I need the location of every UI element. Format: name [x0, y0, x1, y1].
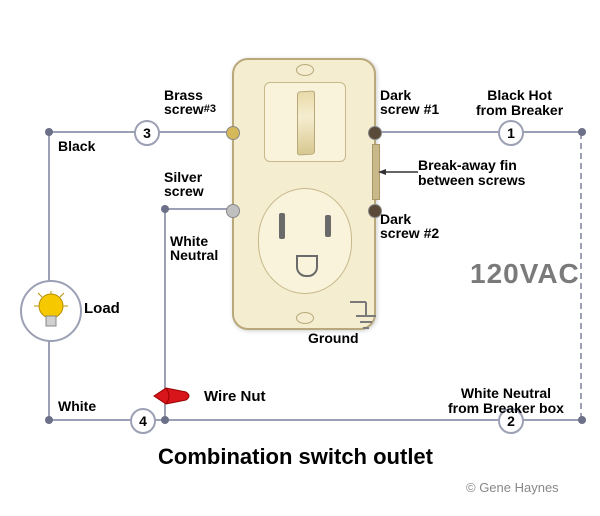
label-wire-nut: Wire Nut	[204, 388, 266, 405]
node-4: 4	[130, 408, 156, 434]
wire-hot-top	[372, 131, 582, 133]
brass-screw	[226, 126, 240, 140]
label-voltage: 120VAC	[470, 258, 580, 290]
dashed-120vac-right	[580, 133, 582, 419]
switch-paddle	[297, 90, 315, 155]
copyright: © Gene Haynes	[466, 480, 559, 495]
label-ground: Ground	[308, 330, 359, 346]
label-white-neutral-box: White Neutral from Breaker box	[448, 386, 564, 416]
label-white: White	[58, 398, 96, 414]
wire-silver-h	[164, 208, 234, 210]
switch-area	[264, 82, 346, 162]
terminal-wirenut-junction	[161, 416, 169, 424]
terminal-right-neutral	[578, 416, 586, 424]
wire-nut-icon	[152, 382, 194, 410]
node-4-label: 4	[139, 413, 147, 429]
label-brass-screw: Brass screw#3	[164, 88, 216, 116]
label-black-hot: Black Hot from Breaker	[476, 88, 563, 118]
terminal-black-corner	[45, 128, 53, 136]
combo-device	[232, 58, 376, 330]
wire-white-left-vert	[48, 337, 50, 419]
terminal-silver	[161, 205, 169, 213]
device-hole-bottom	[296, 312, 314, 324]
outlet-area	[258, 188, 352, 294]
label-silver-screw: Silver screw	[164, 170, 204, 198]
label-white-neutral: White Neutral	[170, 234, 218, 262]
node-1: 1	[498, 120, 524, 146]
terminal-right-hot	[578, 128, 586, 136]
label-black: Black	[58, 138, 95, 154]
device-hole-top	[296, 64, 314, 76]
bulb-icon	[34, 291, 68, 331]
silver-screw	[226, 204, 240, 218]
wire-black-left-vert	[48, 131, 50, 283]
diagram-title: Combination switch outlet	[158, 444, 433, 470]
label-dark-screw-1: Dark screw #1	[380, 88, 439, 116]
label-load: Load	[84, 300, 120, 317]
outlet-ground-hole	[296, 255, 318, 277]
outlet-slot-left	[279, 213, 285, 239]
node-3: 3	[134, 120, 160, 146]
dark-screw-1	[368, 126, 382, 140]
label-break-away: Break-away fin between screws	[418, 158, 525, 188]
node-1-label: 1	[507, 125, 515, 141]
node-3-label: 3	[143, 125, 151, 141]
label-dark-screw-2: Dark screw #2	[380, 212, 439, 240]
terminal-white-corner	[45, 416, 53, 424]
breakaway-arrow	[378, 168, 418, 176]
load-bulb	[20, 280, 82, 342]
outlet-slot-right	[325, 215, 331, 237]
